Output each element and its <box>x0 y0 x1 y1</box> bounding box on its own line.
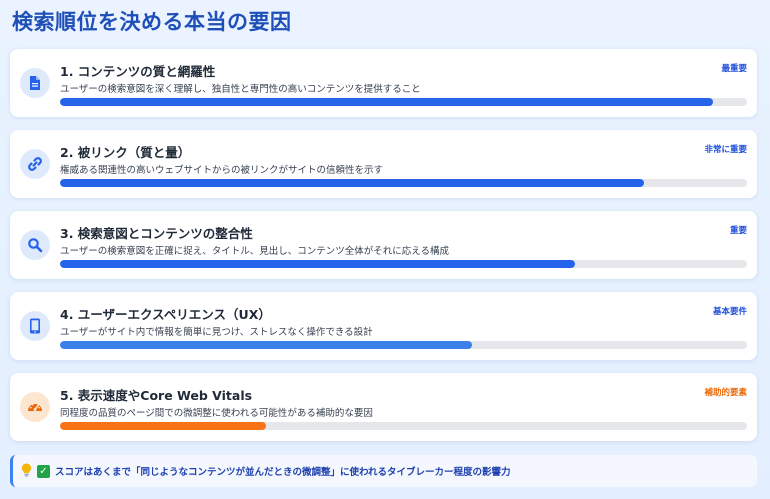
importance-badge: 非常に重要 <box>704 145 747 155</box>
importance-bar-fill <box>60 341 473 349</box>
factor-card-ux: 4. ユーザーエクスペリエンス（UX） ユーザーがサイト内で情報を簡単に見つけ、… <box>10 292 757 360</box>
importance-bar <box>60 260 747 268</box>
factor-card-content-quality: 1. コンテンツの質と網羅性 ユーザーの検索意図を深く理解し、独自性と専門性の高… <box>10 49 757 117</box>
page-title: 検索順位を決める本当の要因 <box>12 10 292 34</box>
importance-bar-fill <box>60 260 576 268</box>
factor-card-backlinks: 2. 被リンク（質と量） 権威ある関連性の高いウェブサイトからの被リンクがサイト… <box>10 130 757 198</box>
document-icon <box>20 68 50 98</box>
importance-bar <box>60 422 747 430</box>
importance-bar <box>60 98 747 106</box>
importance-bar-fill <box>60 179 644 187</box>
importance-badge: 補助的要素 <box>704 388 747 398</box>
importance-bar <box>60 341 747 349</box>
note-text: スコアはあくまで「同じようなコンテンツが並んだときの微調整」に使われるタイブレー… <box>55 467 511 478</box>
factor-description: ユーザーの検索意図を正確に捉え、タイトル、見出し、コンテンツ全体がそれに応える構… <box>60 246 450 257</box>
factor-description: 同程度の品質のページ間での微調整に使われる可能性がある補助的な要因 <box>60 408 373 419</box>
search-icon <box>20 230 50 260</box>
check-icon: ✓ <box>37 464 50 478</box>
factor-title: 2. 被リンク（質と量） <box>60 145 191 160</box>
factor-card-page-speed: 5. 表示速度やCore Web Vitals 同程度の品質のページ間での微調整… <box>10 373 757 441</box>
tiebreaker-note: ✓ スコアはあくまで「同じようなコンテンツが並んだときの微調整」に使われるタイブ… <box>10 455 757 487</box>
factor-description: ユーザーの検索意図を深く理解し、独自性と専門性の高いコンテンツを提供すること <box>60 84 421 95</box>
importance-bar <box>60 179 747 187</box>
factor-description: 権威ある関連性の高いウェブサイトからの被リンクがサイトの信頼性を示す <box>60 165 384 176</box>
factor-description: ユーザーがサイト内で情報を簡単に見つけ、ストレスなく操作できる設計 <box>60 327 373 338</box>
factor-title: 3. 検索意図とコンテンツの整合性 <box>60 226 253 241</box>
importance-badge: 基本要件 <box>712 307 747 317</box>
factor-title: 4. ユーザーエクスペリエンス（UX） <box>60 307 271 322</box>
importance-badge: 最重要 <box>721 64 747 74</box>
factor-card-search-intent: 3. 検索意図とコンテンツの整合性 ユーザーの検索意図を正確に捉え、タイトル、見… <box>10 211 757 279</box>
lightbulb-icon <box>21 462 32 480</box>
importance-bar-fill <box>60 98 713 106</box>
factor-title: 5. 表示速度やCore Web Vitals <box>60 388 253 403</box>
link-icon <box>20 149 50 179</box>
importance-badge: 重要 <box>729 226 747 236</box>
speedometer-icon <box>20 392 50 422</box>
importance-bar-fill <box>60 422 267 430</box>
mobile-icon <box>20 311 50 341</box>
factor-title: 1. コンテンツの質と網羅性 <box>60 64 216 79</box>
